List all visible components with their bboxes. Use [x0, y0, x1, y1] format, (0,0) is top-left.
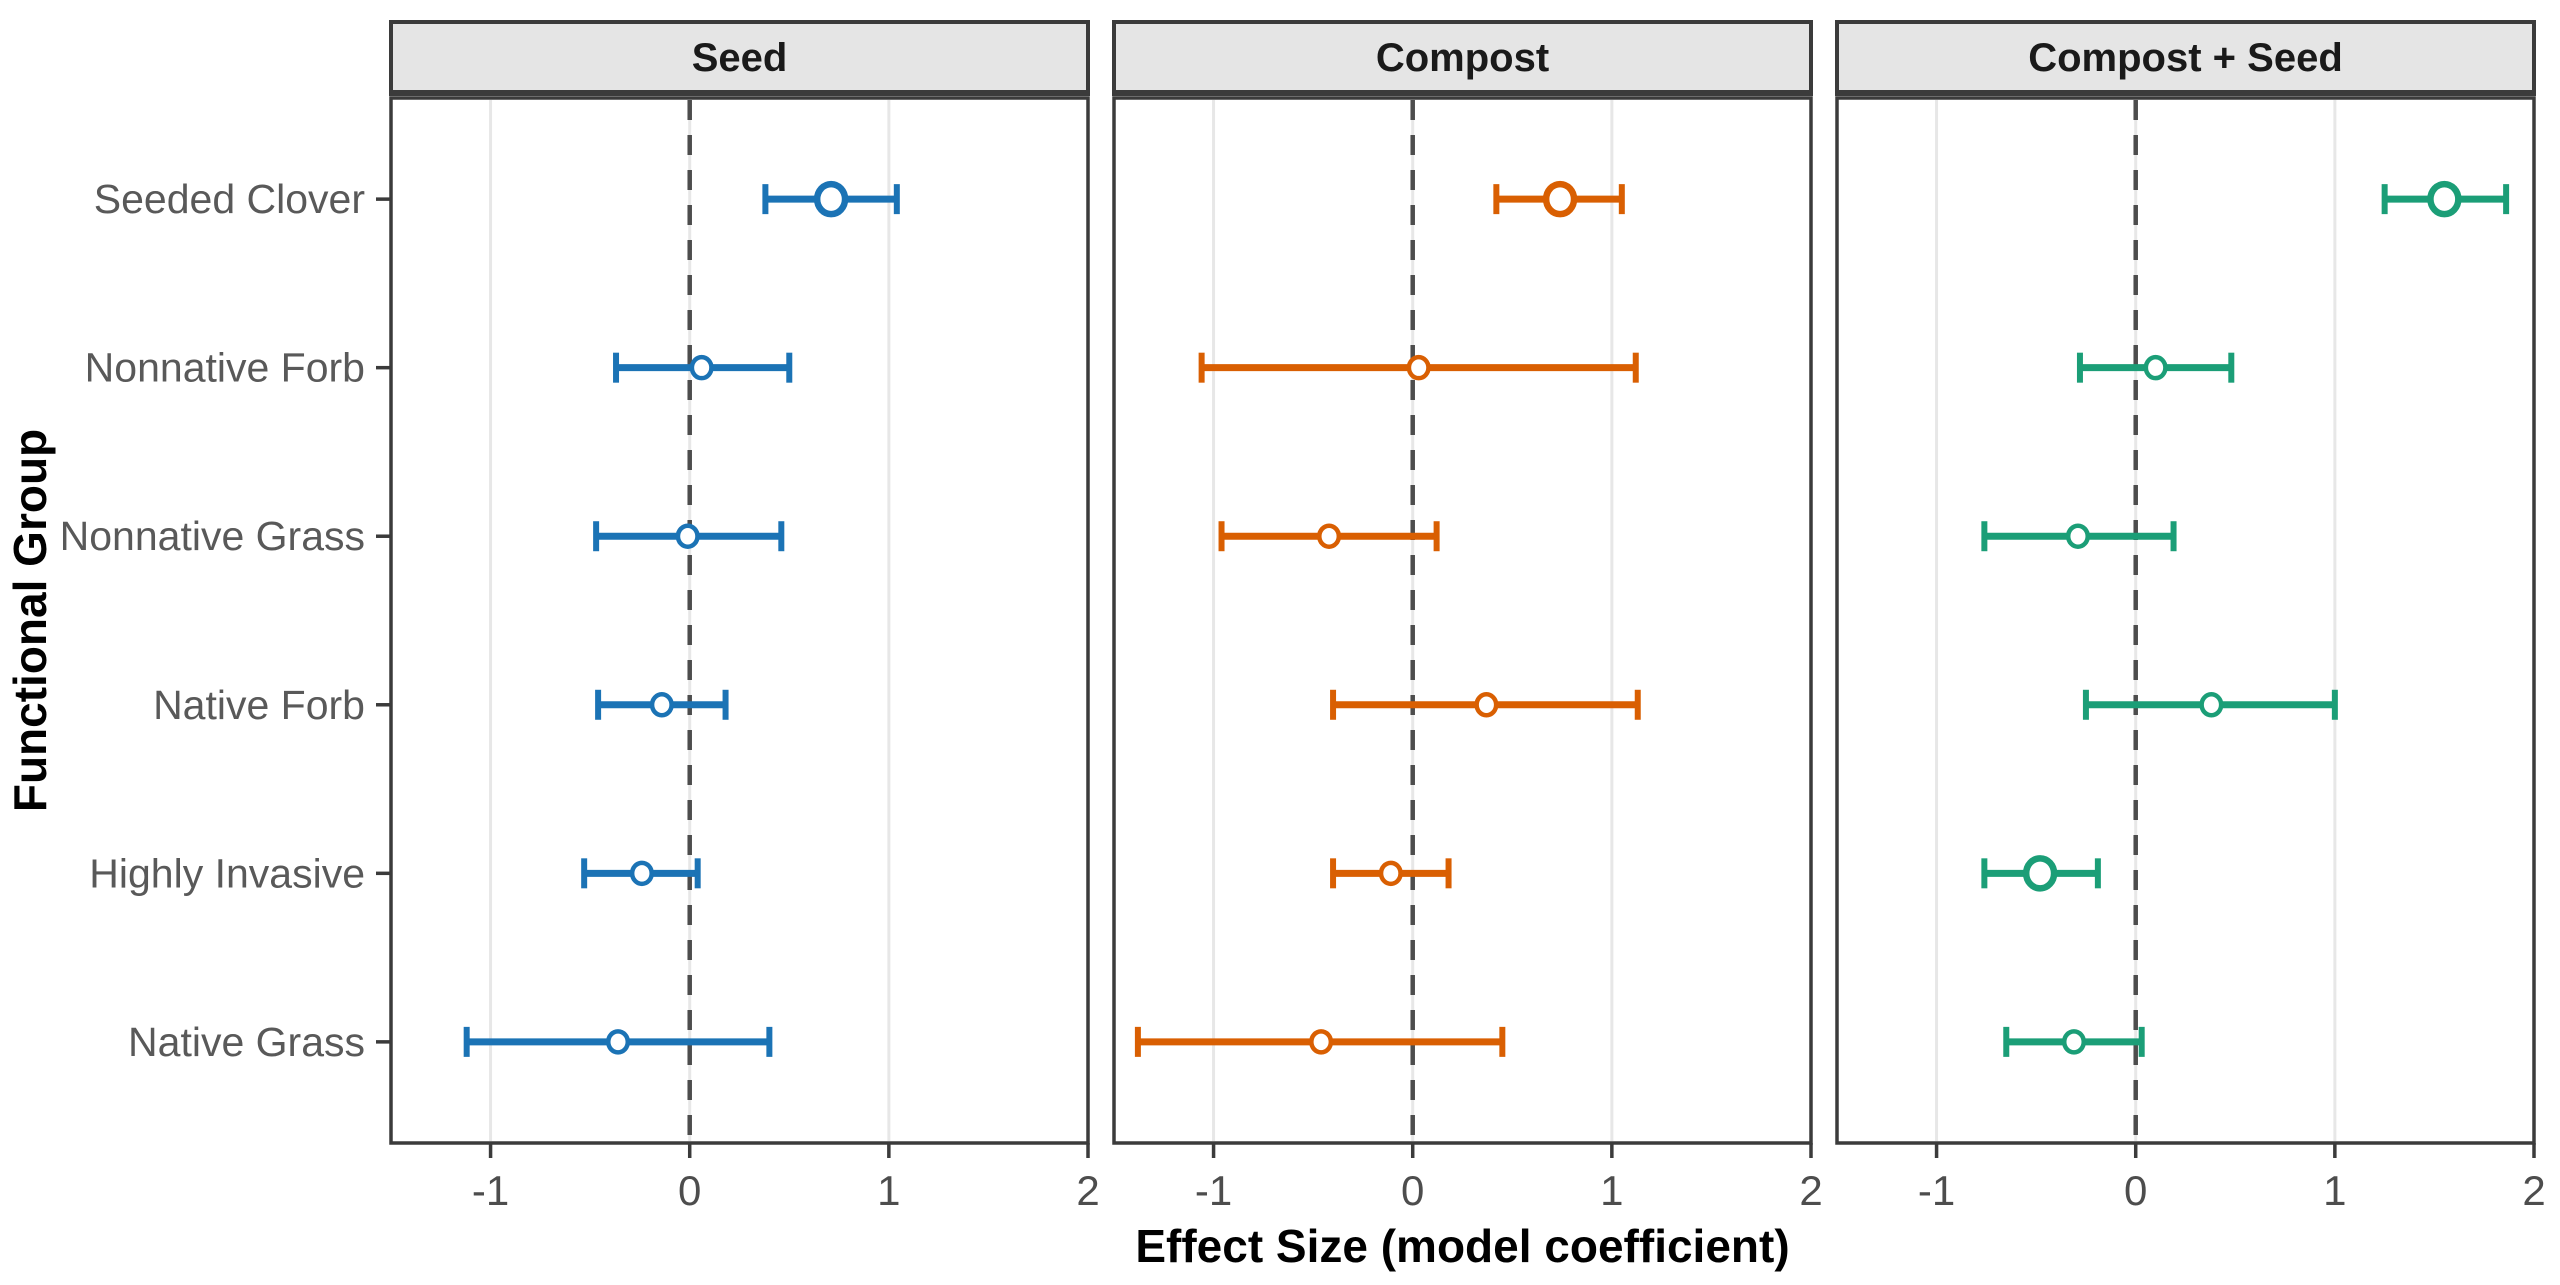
x-tick-label: 2	[1799, 1167, 1822, 1214]
point-marker	[649, 692, 674, 718]
estimate-row-seeded-clover	[1493, 180, 1625, 218]
facet-header-label: Seed	[692, 36, 788, 80]
estimate-row-highly-invasive	[1330, 858, 1452, 889]
facet-header-bottom-band	[389, 90, 1090, 96]
estimate-row-highly-invasive	[581, 858, 701, 889]
panel-body	[389, 96, 1090, 1145]
point-marker	[1474, 692, 1499, 718]
y-axis-title: Functional Group	[4, 429, 56, 812]
estimate-row-native-grass	[1134, 1026, 1506, 1057]
estimate-row-native-grass	[2003, 1026, 2145, 1057]
facet-panel-2: Compost -1 0 1 2	[1112, 20, 1823, 1214]
point-marker	[2427, 180, 2462, 218]
estimate-row-native-forb	[595, 689, 729, 720]
estimate-row-highly-invasive	[1981, 855, 2101, 892]
x-axis-title: Effect Size (model coefficient)	[1135, 1220, 1789, 1272]
facet-panel-3: Compost + Seed -1 0 1 2	[1835, 20, 2546, 1214]
point-marker	[675, 523, 700, 549]
estimate-row-native-forb	[2082, 689, 2338, 720]
point-marker	[2143, 354, 2168, 381]
x-tick-label: 1	[877, 1167, 900, 1214]
x-tick-label: 1	[2323, 1167, 2346, 1214]
x-tick-label: 0	[1401, 1167, 1424, 1214]
y-category-label: Native Grass	[128, 1019, 365, 1065]
x-tick-label: 2	[2522, 1167, 2545, 1214]
point-marker	[1406, 354, 1431, 381]
facet-header-strip	[1112, 20, 1813, 94]
x-tick-label: 1	[1600, 1167, 1623, 1214]
x-tick-label: 0	[2124, 1167, 2147, 1214]
facet-header-strip	[389, 20, 1090, 94]
point-marker	[813, 180, 849, 218]
x-tick-label: -1	[472, 1167, 509, 1214]
y-category-label: Nonnative Forb	[85, 345, 365, 391]
x-tick-label: -1	[1195, 1167, 1232, 1214]
estimate-row-nonnative-grass	[593, 521, 785, 552]
estimate-row-seeded-clover	[762, 180, 900, 218]
y-category-label: Highly Invasive	[89, 850, 365, 896]
estimate-row-nonnative-forb	[1198, 352, 1639, 383]
y-category-label: Native Forb	[153, 682, 365, 728]
point-marker	[1317, 523, 1342, 549]
point-marker	[2061, 1029, 2086, 1055]
estimate-row-native-grass	[463, 1026, 773, 1057]
estimate-row-nonnative-grass	[1981, 521, 2177, 552]
point-marker	[606, 1029, 631, 1055]
facet-header-bottom-band	[1112, 90, 1813, 96]
facet-header-label: Compost	[1376, 36, 1549, 80]
estimate-row-nonnative-forb	[613, 352, 793, 383]
facet-header-label: Compost + Seed	[2028, 36, 2343, 80]
estimate-row-nonnative-grass	[1218, 521, 1440, 552]
point-marker	[2199, 692, 2224, 718]
x-tick-label: 2	[1076, 1167, 1099, 1214]
point-marker	[2065, 523, 2090, 549]
panel-body	[1835, 96, 2536, 1145]
estimate-row-nonnative-forb	[2076, 352, 2235, 383]
estimate-row-native-forb	[1330, 689, 1641, 720]
x-tick-label: -1	[1918, 1167, 1955, 1214]
point-marker	[1378, 860, 1403, 887]
point-marker	[689, 354, 714, 381]
y-category-label: Seeded Clover	[94, 176, 365, 222]
facet-header-strip	[1835, 20, 2536, 94]
point-marker	[1309, 1029, 1334, 1055]
facet-panel-1: Seed -1 0 1 2	[389, 20, 1100, 1214]
point-marker	[629, 860, 654, 887]
y-category-label: Nonnative Grass	[60, 513, 365, 559]
x-tick-label: 0	[678, 1167, 701, 1214]
estimate-row-seeded-clover	[2381, 180, 2510, 218]
point-marker	[2022, 855, 2058, 892]
facet-header-bottom-band	[1835, 90, 2536, 96]
panel-body	[1112, 96, 1813, 1145]
point-marker	[1542, 180, 1578, 218]
